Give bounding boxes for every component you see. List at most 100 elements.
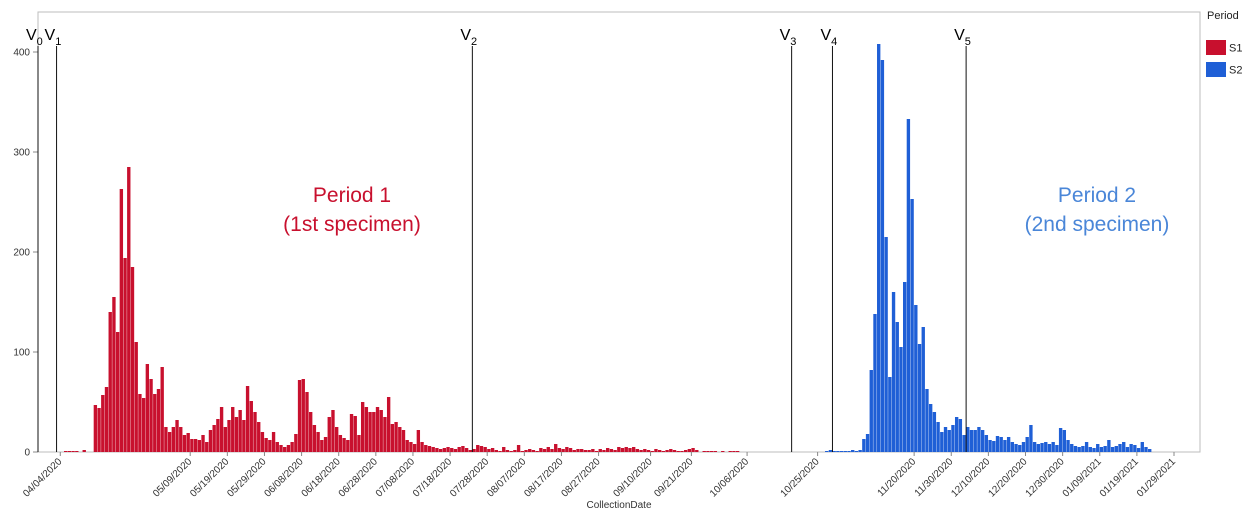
bar-s1	[713, 451, 718, 452]
bar-s1	[197, 440, 201, 452]
bar-s1	[309, 412, 313, 452]
bar-s1	[67, 451, 72, 452]
bar-s2	[828, 450, 833, 452]
bar-s1	[580, 449, 584, 452]
bar-s1	[661, 451, 666, 452]
bar-s1	[583, 450, 588, 452]
bar-s1	[401, 430, 406, 452]
bar-s2	[869, 370, 873, 452]
bar-s1	[253, 412, 257, 452]
bar-s2	[1081, 446, 1085, 452]
bar-s1	[153, 394, 157, 452]
bar-s1	[450, 448, 454, 452]
bar-s1	[286, 445, 291, 452]
bar-s1	[386, 397, 391, 452]
bar-s2	[1129, 444, 1133, 452]
bar-s1	[119, 189, 124, 452]
bar-s1	[728, 451, 732, 452]
bar-s1	[305, 392, 309, 452]
bar-s1	[683, 450, 688, 452]
x-tick-label: 06/18/2020	[300, 456, 343, 499]
bar-s2	[1088, 447, 1092, 452]
reference-line-subscript: 4	[831, 36, 837, 48]
x-axis-title: CollectionDate	[586, 500, 651, 511]
bar-s2	[962, 435, 966, 452]
bar-s2	[973, 430, 977, 452]
bar-s1	[516, 445, 521, 452]
x-tick-label: 08/27/2020	[560, 456, 603, 499]
bar-s2	[1003, 440, 1007, 452]
bar-s2	[1077, 447, 1081, 452]
bar-s1	[650, 451, 654, 452]
bar-s2	[1010, 442, 1015, 452]
bar-s1	[268, 440, 272, 452]
bar-s2	[917, 344, 922, 452]
reference-line-letter: V	[954, 27, 965, 44]
bar-s2	[865, 434, 870, 452]
bar-s2	[854, 451, 859, 452]
bar-s2	[977, 427, 981, 452]
bar-s2	[995, 436, 1000, 452]
bar-s1	[223, 427, 227, 452]
bar-s1	[357, 435, 361, 452]
y-tick-label: 100	[13, 348, 30, 359]
reference-line-letter: V	[45, 27, 56, 44]
bar-s1	[606, 448, 610, 452]
bar-s1	[494, 450, 498, 452]
bar-s1	[472, 449, 476, 452]
bar-s1	[375, 407, 380, 452]
x-tick-label: 07/18/2020	[411, 456, 454, 499]
bar-s2	[1025, 437, 1029, 452]
period-annotation-line: (1st specimen)	[283, 213, 421, 236]
bar-s1	[346, 440, 350, 452]
x-tick-label: 12/30/2020	[1024, 456, 1067, 499]
legend-label-s2: S2	[1229, 65, 1242, 77]
bar-s2	[888, 377, 892, 452]
bar-s1	[409, 442, 413, 452]
bar-s2	[947, 430, 951, 452]
reference-line-subscript: 2	[471, 36, 477, 48]
bar-s1	[424, 445, 428, 452]
bar-s1	[231, 407, 235, 452]
bar-s1	[680, 451, 684, 452]
bar-s2	[999, 437, 1003, 452]
bar-s2	[1032, 442, 1037, 452]
bar-s1	[709, 451, 714, 452]
bar-s1	[572, 450, 576, 452]
x-tick-label: 08/07/2020	[485, 456, 528, 499]
bars	[63, 44, 1152, 452]
reference-line-letter: V	[780, 27, 791, 44]
x-tick-label: 07/08/2020	[374, 456, 417, 499]
bar-s2	[873, 314, 877, 452]
x-tick-label: 01/19/2021	[1098, 456, 1141, 499]
bar-s1	[431, 447, 435, 452]
bar-s1	[145, 364, 150, 452]
bar-s1	[156, 389, 161, 452]
bar-s2	[1073, 446, 1078, 452]
reference-line-subscript: 5	[965, 36, 971, 48]
bar-s1	[557, 448, 562, 452]
bar-s2	[1066, 440, 1070, 452]
reference-lines: V0 V1 V2 V3 V4 V5	[26, 27, 971, 452]
bar-s2	[1058, 428, 1063, 452]
bar-s1	[112, 297, 116, 452]
bar-s2	[1047, 444, 1052, 452]
bar-s2	[877, 44, 881, 452]
bar-s2	[895, 322, 899, 452]
reference-line-letter: V	[820, 27, 831, 44]
annotations: Period 1 (1st specimen) Period 2 (2nd speci…	[283, 184, 1169, 236]
bar-s1	[487, 449, 491, 452]
bar-s1	[71, 451, 75, 452]
bar-s2	[880, 60, 885, 452]
bar-s1	[190, 439, 194, 452]
bar-s2	[928, 404, 933, 452]
bar-s1	[479, 446, 484, 452]
bar-s1	[598, 449, 602, 452]
bar-s1	[509, 451, 513, 452]
bar-s2	[1096, 444, 1100, 452]
bar-s1	[546, 447, 550, 452]
bar-s2	[1029, 425, 1033, 452]
bar-s1	[498, 451, 502, 452]
bar-s1	[732, 451, 736, 452]
